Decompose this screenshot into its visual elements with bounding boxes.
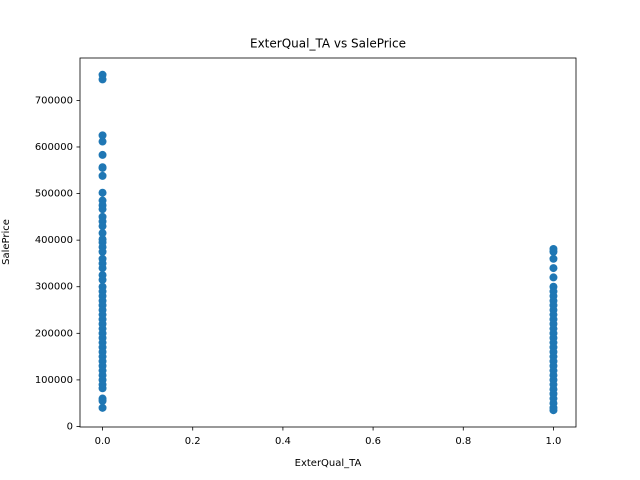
y-axis-label: SalePrice [1, 219, 12, 265]
point [98, 137, 107, 146]
point [98, 150, 107, 159]
y-tick-label: 700000 [35, 95, 73, 106]
point [98, 403, 107, 412]
x-tick-label: 0.4 [275, 436, 291, 447]
x-tick-label: 0.6 [365, 436, 381, 447]
point [98, 171, 107, 180]
point [549, 247, 558, 256]
point [98, 396, 107, 405]
y-tick-label: 200000 [35, 328, 73, 339]
point [98, 75, 107, 84]
x-axis-label: ExterQual_TA [295, 458, 362, 469]
y-tick-label: 0 [67, 421, 73, 432]
y-tick-label: 100000 [35, 375, 73, 386]
point [98, 264, 107, 273]
point [98, 188, 107, 197]
y-tick-label: 300000 [35, 282, 73, 293]
x-tick-label: 0.0 [95, 436, 111, 447]
y-tick-label: 600000 [35, 142, 73, 153]
point [549, 406, 558, 415]
point [98, 384, 107, 393]
point [98, 205, 107, 214]
point [549, 264, 558, 273]
point [549, 254, 558, 263]
point [98, 222, 107, 231]
point [98, 131, 107, 140]
x-tick-label: 1.0 [546, 436, 562, 447]
point [98, 163, 107, 172]
x-tick-label: 0.2 [185, 436, 201, 447]
x-tick-label: 0.8 [455, 436, 471, 447]
plot-frame [79, 57, 577, 428]
chart-title: ExterQual_TA vs SalePrice [250, 37, 406, 51]
y-tick-label: 500000 [35, 189, 73, 200]
point [98, 275, 107, 284]
y-tick-label: 400000 [35, 235, 73, 246]
point [549, 273, 558, 282]
point [98, 229, 107, 238]
point [98, 247, 107, 256]
